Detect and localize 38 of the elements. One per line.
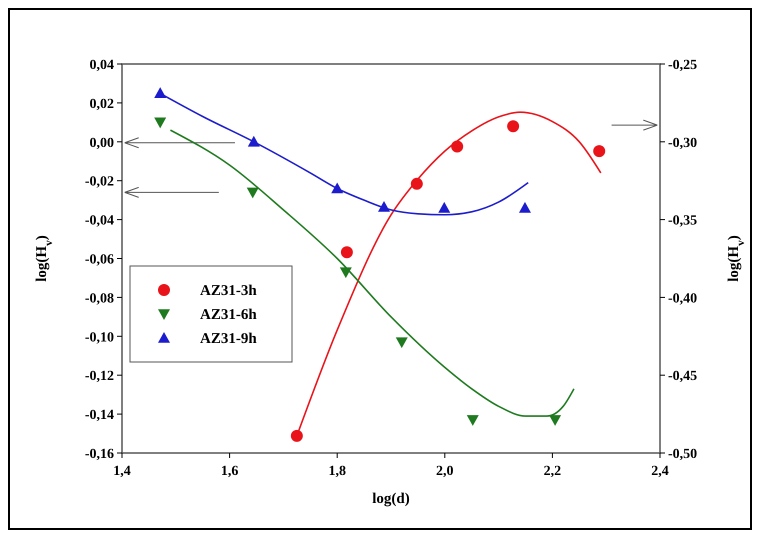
- legend-label: AZ31-6h: [200, 307, 258, 323]
- y-tick-label: -0,14: [84, 408, 114, 424]
- x-axis-title: log(d): [372, 491, 410, 507]
- x-tick-label: 1,4: [113, 464, 131, 479]
- legend-label: AZ31-9h: [200, 331, 258, 347]
- legend-label: AZ31-3h: [200, 283, 258, 299]
- point: [466, 415, 479, 426]
- y2-tick-label: -0,35: [668, 214, 698, 229]
- point: [549, 415, 562, 426]
- y-tick-label: 0,04: [90, 58, 114, 73]
- x-tick-label: 1,8: [328, 464, 346, 479]
- x-tick-label: 2,0: [436, 464, 454, 479]
- y-tick-label: -0,06: [84, 252, 114, 268]
- y-tick-label: -0,04: [84, 214, 114, 229]
- y-tick-label: 0,02: [90, 96, 114, 112]
- y-tick-label: 0,00: [90, 136, 114, 151]
- x-tick-label: 1,6: [220, 464, 238, 479]
- x-tick-label: 2,2: [544, 464, 562, 479]
- y-tick-label: -0,16: [84, 447, 114, 462]
- point: [438, 202, 450, 213]
- point: [507, 120, 520, 132]
- point: [340, 246, 353, 258]
- y2-tick-label: -0,50: [668, 447, 698, 462]
- y-tick-label: -0,12: [84, 369, 114, 384]
- point: [396, 337, 408, 348]
- y2-tick-label: -0,45: [668, 369, 698, 384]
- y-tick-label: -0,02: [84, 174, 114, 190]
- point: [518, 202, 531, 213]
- y2-tick-label: -0,25: [668, 58, 698, 73]
- point: [290, 430, 303, 442]
- x-tick-label: 2,4: [651, 464, 669, 479]
- point: [593, 145, 606, 158]
- y2-tick-label: -0,30: [668, 136, 698, 151]
- y-tick-label: -0,10: [84, 330, 114, 346]
- y2-tick-label: -0,40: [668, 291, 698, 306]
- point: [154, 118, 166, 128]
- y-tick-label: -0,08: [84, 291, 114, 306]
- point: [246, 188, 259, 198]
